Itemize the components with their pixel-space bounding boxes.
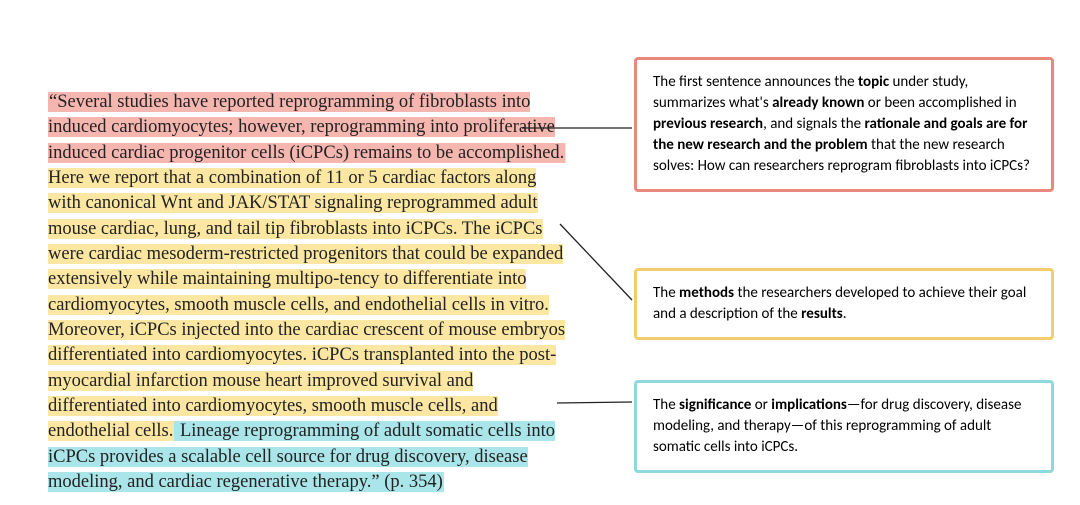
callout-text: or (751, 396, 771, 414)
annotated-paragraph: “Several studies have reported reprogram… (48, 90, 568, 496)
callout-text: or been accomplished in (864, 94, 1016, 112)
callout-methods: The methods the researchers developed to… (634, 268, 1054, 340)
connector-line (560, 224, 632, 300)
callout-bold: topic (858, 73, 889, 91)
callout-bold: results (801, 305, 843, 323)
callout-bold: significance (679, 396, 751, 414)
callout-text: The first sentence announces the (653, 73, 858, 91)
callout-text: , and signals the (763, 115, 864, 133)
callout-bold: previous research (653, 115, 763, 133)
highlight-topic-sentence: “Several studies have reported reprogram… (48, 92, 565, 163)
callout-text: The (653, 396, 679, 414)
callout-bold: already known (772, 94, 864, 112)
callout-bold: methods (679, 284, 734, 302)
connector-line (557, 402, 632, 403)
callout-topic: The first sentence announces the topic u… (634, 57, 1054, 192)
callout-significance: The significance or implications—for dru… (634, 380, 1054, 473)
callout-text: . (843, 305, 847, 323)
highlight-methods-results: Here we report that a combination of 11 … (48, 143, 566, 442)
callout-bold: implications (771, 396, 847, 414)
callout-text: The (653, 284, 679, 302)
